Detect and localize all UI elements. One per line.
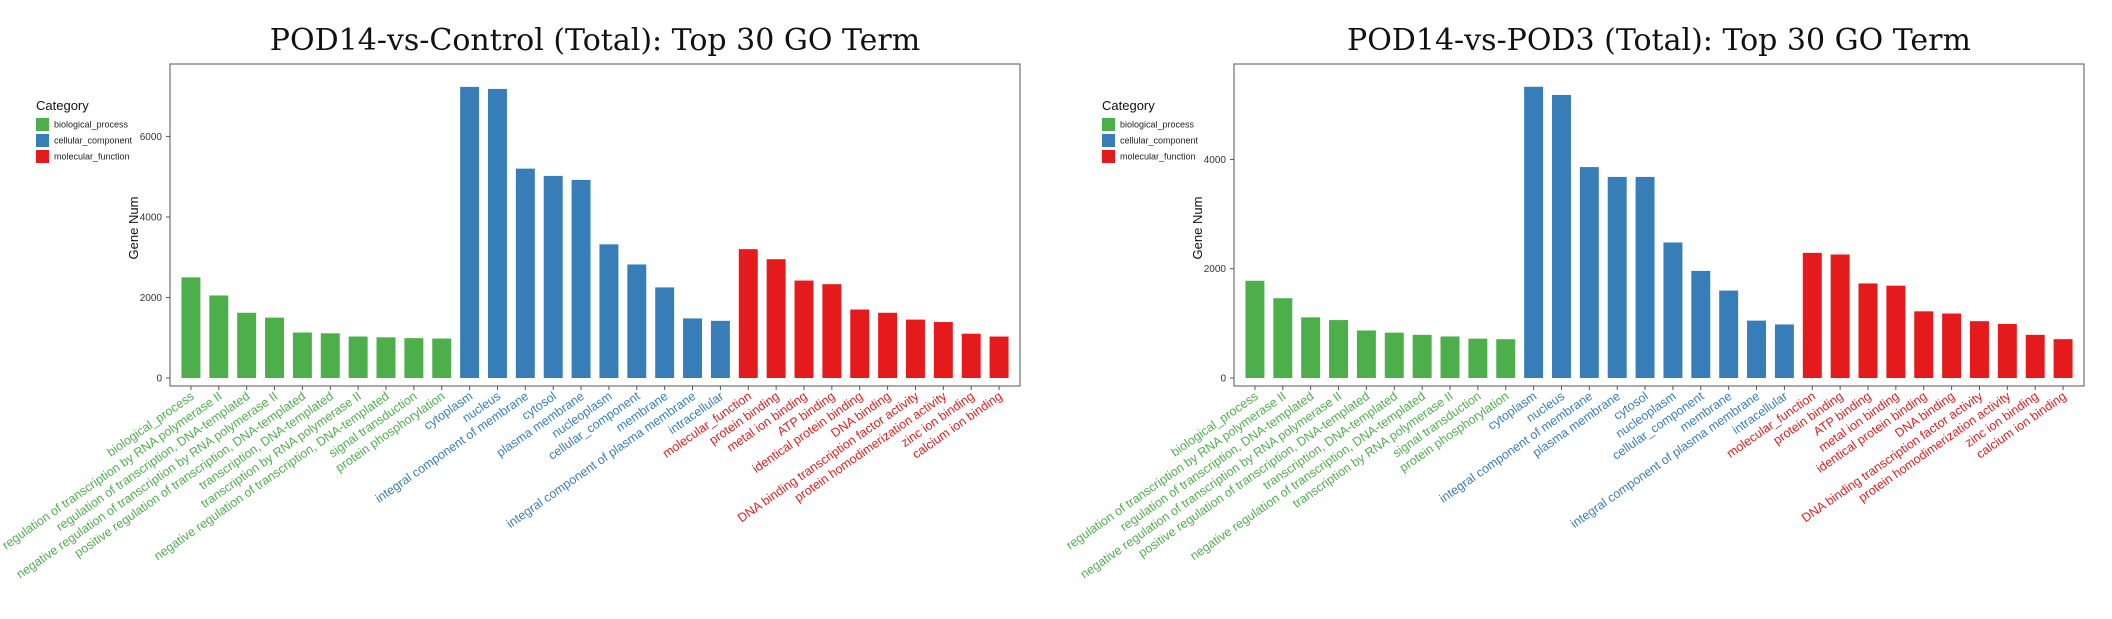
bar: [1356, 330, 1376, 378]
legend-label: cellular_component: [54, 136, 133, 146]
chart-title: POD14-vs-Control (Total): Top 30 GO Term: [270, 23, 920, 58]
y-tick-label: 2000: [1204, 264, 1227, 275]
legend-label: biological_process: [54, 120, 129, 130]
bar: [1942, 313, 1962, 378]
legend-swatch: [1102, 118, 1115, 131]
bar: [2053, 339, 2073, 378]
bar: [1273, 298, 1293, 378]
legend-swatch: [36, 150, 49, 163]
bar: [1691, 270, 1711, 378]
bar: [1886, 285, 1906, 378]
bar: [1607, 176, 1627, 378]
y-tick-label: 0: [1220, 374, 1226, 385]
bar: [1914, 311, 1934, 378]
bar: [460, 86, 480, 378]
y-tick-label: 6000: [140, 132, 163, 143]
chart-panel-pod3: POD14-vs-POD3 (Total): Top 30 GO Term Ca…: [1056, 0, 2112, 619]
y-axis-label: Gene Num: [1190, 197, 1205, 260]
y-axis-label: Gene Num: [126, 197, 141, 260]
bar: [1468, 338, 1488, 378]
bar: [1245, 280, 1265, 378]
bar: [571, 179, 591, 378]
bar: [209, 295, 229, 378]
legend-label: cellular_component: [1120, 136, 1199, 146]
bar: [292, 332, 312, 378]
legend-swatch: [1102, 134, 1115, 147]
bar: [265, 317, 285, 378]
go-bar-chart-pod3: POD14-vs-POD3 (Total): Top 30 GO Term Ca…: [1064, 23, 2085, 581]
bar: [850, 309, 870, 378]
bar: [655, 287, 675, 378]
bar: [1384, 332, 1404, 378]
bar: [348, 336, 368, 378]
bar: [376, 337, 396, 378]
bar: [515, 168, 535, 378]
y-tick-label: 4000: [140, 212, 163, 223]
bar: [1524, 86, 1544, 378]
bar: [404, 338, 424, 378]
bar: [1412, 334, 1432, 378]
y-tick-label: 2000: [140, 293, 163, 304]
bar: [627, 264, 647, 378]
plot-frame: [1233, 63, 2085, 387]
legend-label: molecular_function: [1120, 152, 1196, 162]
bar: [905, 319, 925, 378]
bar: [1830, 254, 1850, 378]
y-tick-label: 0: [156, 374, 162, 385]
bar: [1635, 176, 1655, 378]
legend-swatch: [1102, 150, 1115, 163]
bar: [1774, 324, 1794, 378]
bar: [710, 320, 730, 378]
bar: [1551, 94, 1571, 378]
legend-title: Category: [36, 98, 89, 113]
bar: [1440, 336, 1460, 378]
bar: [543, 175, 563, 378]
chart-panel-control: POD14-vs-Control (Total): Top 30 GO Term…: [0, 23, 1021, 581]
x-tick-label: regulation of transcription, DNA-templat…: [1118, 389, 1317, 534]
plot-frame: [169, 63, 1021, 387]
bar: [599, 244, 619, 378]
legend-label: molecular_function: [54, 152, 130, 162]
bar: [1663, 242, 1683, 378]
bar: [794, 280, 814, 378]
bar: [1496, 339, 1516, 378]
bar: [1301, 317, 1321, 378]
go-bar-chart-control: POD14-vs-Control (Total): Top 30 GO Term…: [0, 23, 1021, 581]
bar: [1719, 290, 1739, 378]
legend-label: biological_process: [1120, 120, 1195, 130]
bar: [738, 249, 758, 378]
bar: [320, 333, 340, 378]
bar: [1579, 167, 1599, 378]
legend-swatch: [36, 118, 49, 131]
chart-title: POD14-vs-POD3 (Total): Top 30 GO Term: [1347, 23, 1971, 58]
bar: [432, 338, 452, 378]
bar: [1329, 320, 1349, 378]
bar: [961, 333, 981, 378]
bar: [487, 88, 507, 379]
bar: [2025, 334, 2045, 378]
bar: [1969, 321, 1989, 378]
bar: [878, 312, 898, 378]
bar: [1802, 252, 1822, 378]
bar: [237, 312, 257, 378]
y-tick-label: 4000: [1204, 155, 1227, 166]
bar: [989, 336, 1009, 378]
bar: [181, 277, 201, 378]
bar: [683, 318, 703, 378]
bar: [1997, 323, 2017, 378]
legend-swatch: [36, 134, 49, 147]
legend-title: Category: [1102, 98, 1155, 113]
bar: [766, 259, 786, 378]
bar: [822, 284, 842, 378]
bar: [933, 322, 953, 378]
bar: [1858, 283, 1878, 378]
bar: [1747, 320, 1767, 378]
